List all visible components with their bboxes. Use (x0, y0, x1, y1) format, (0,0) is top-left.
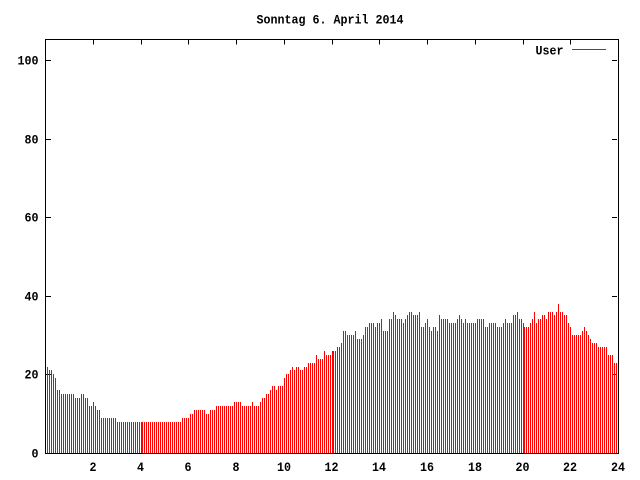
svg-text:Sonntag 6. April 2014: Sonntag 6. April 2014 (257, 13, 404, 28)
svg-text:8: 8 (233, 460, 240, 475)
svg-text:24: 24 (611, 460, 625, 475)
svg-text:80: 80 (25, 133, 39, 148)
svg-text:2: 2 (90, 460, 97, 475)
svg-text:22: 22 (563, 460, 577, 475)
svg-text:0: 0 (32, 447, 39, 462)
svg-text:6: 6 (185, 460, 192, 475)
svg-text:40: 40 (25, 290, 39, 305)
svg-text:User: User (536, 44, 564, 59)
svg-text:10: 10 (277, 460, 291, 475)
svg-text:4: 4 (137, 460, 144, 475)
svg-text:14: 14 (372, 460, 386, 475)
svg-text:18: 18 (468, 460, 482, 475)
svg-text:60: 60 (25, 211, 39, 226)
svg-text:100: 100 (18, 54, 39, 69)
svg-text:16: 16 (420, 460, 434, 475)
svg-text:20: 20 (25, 368, 39, 383)
svg-text:12: 12 (325, 460, 339, 475)
svg-text:20: 20 (516, 460, 530, 475)
